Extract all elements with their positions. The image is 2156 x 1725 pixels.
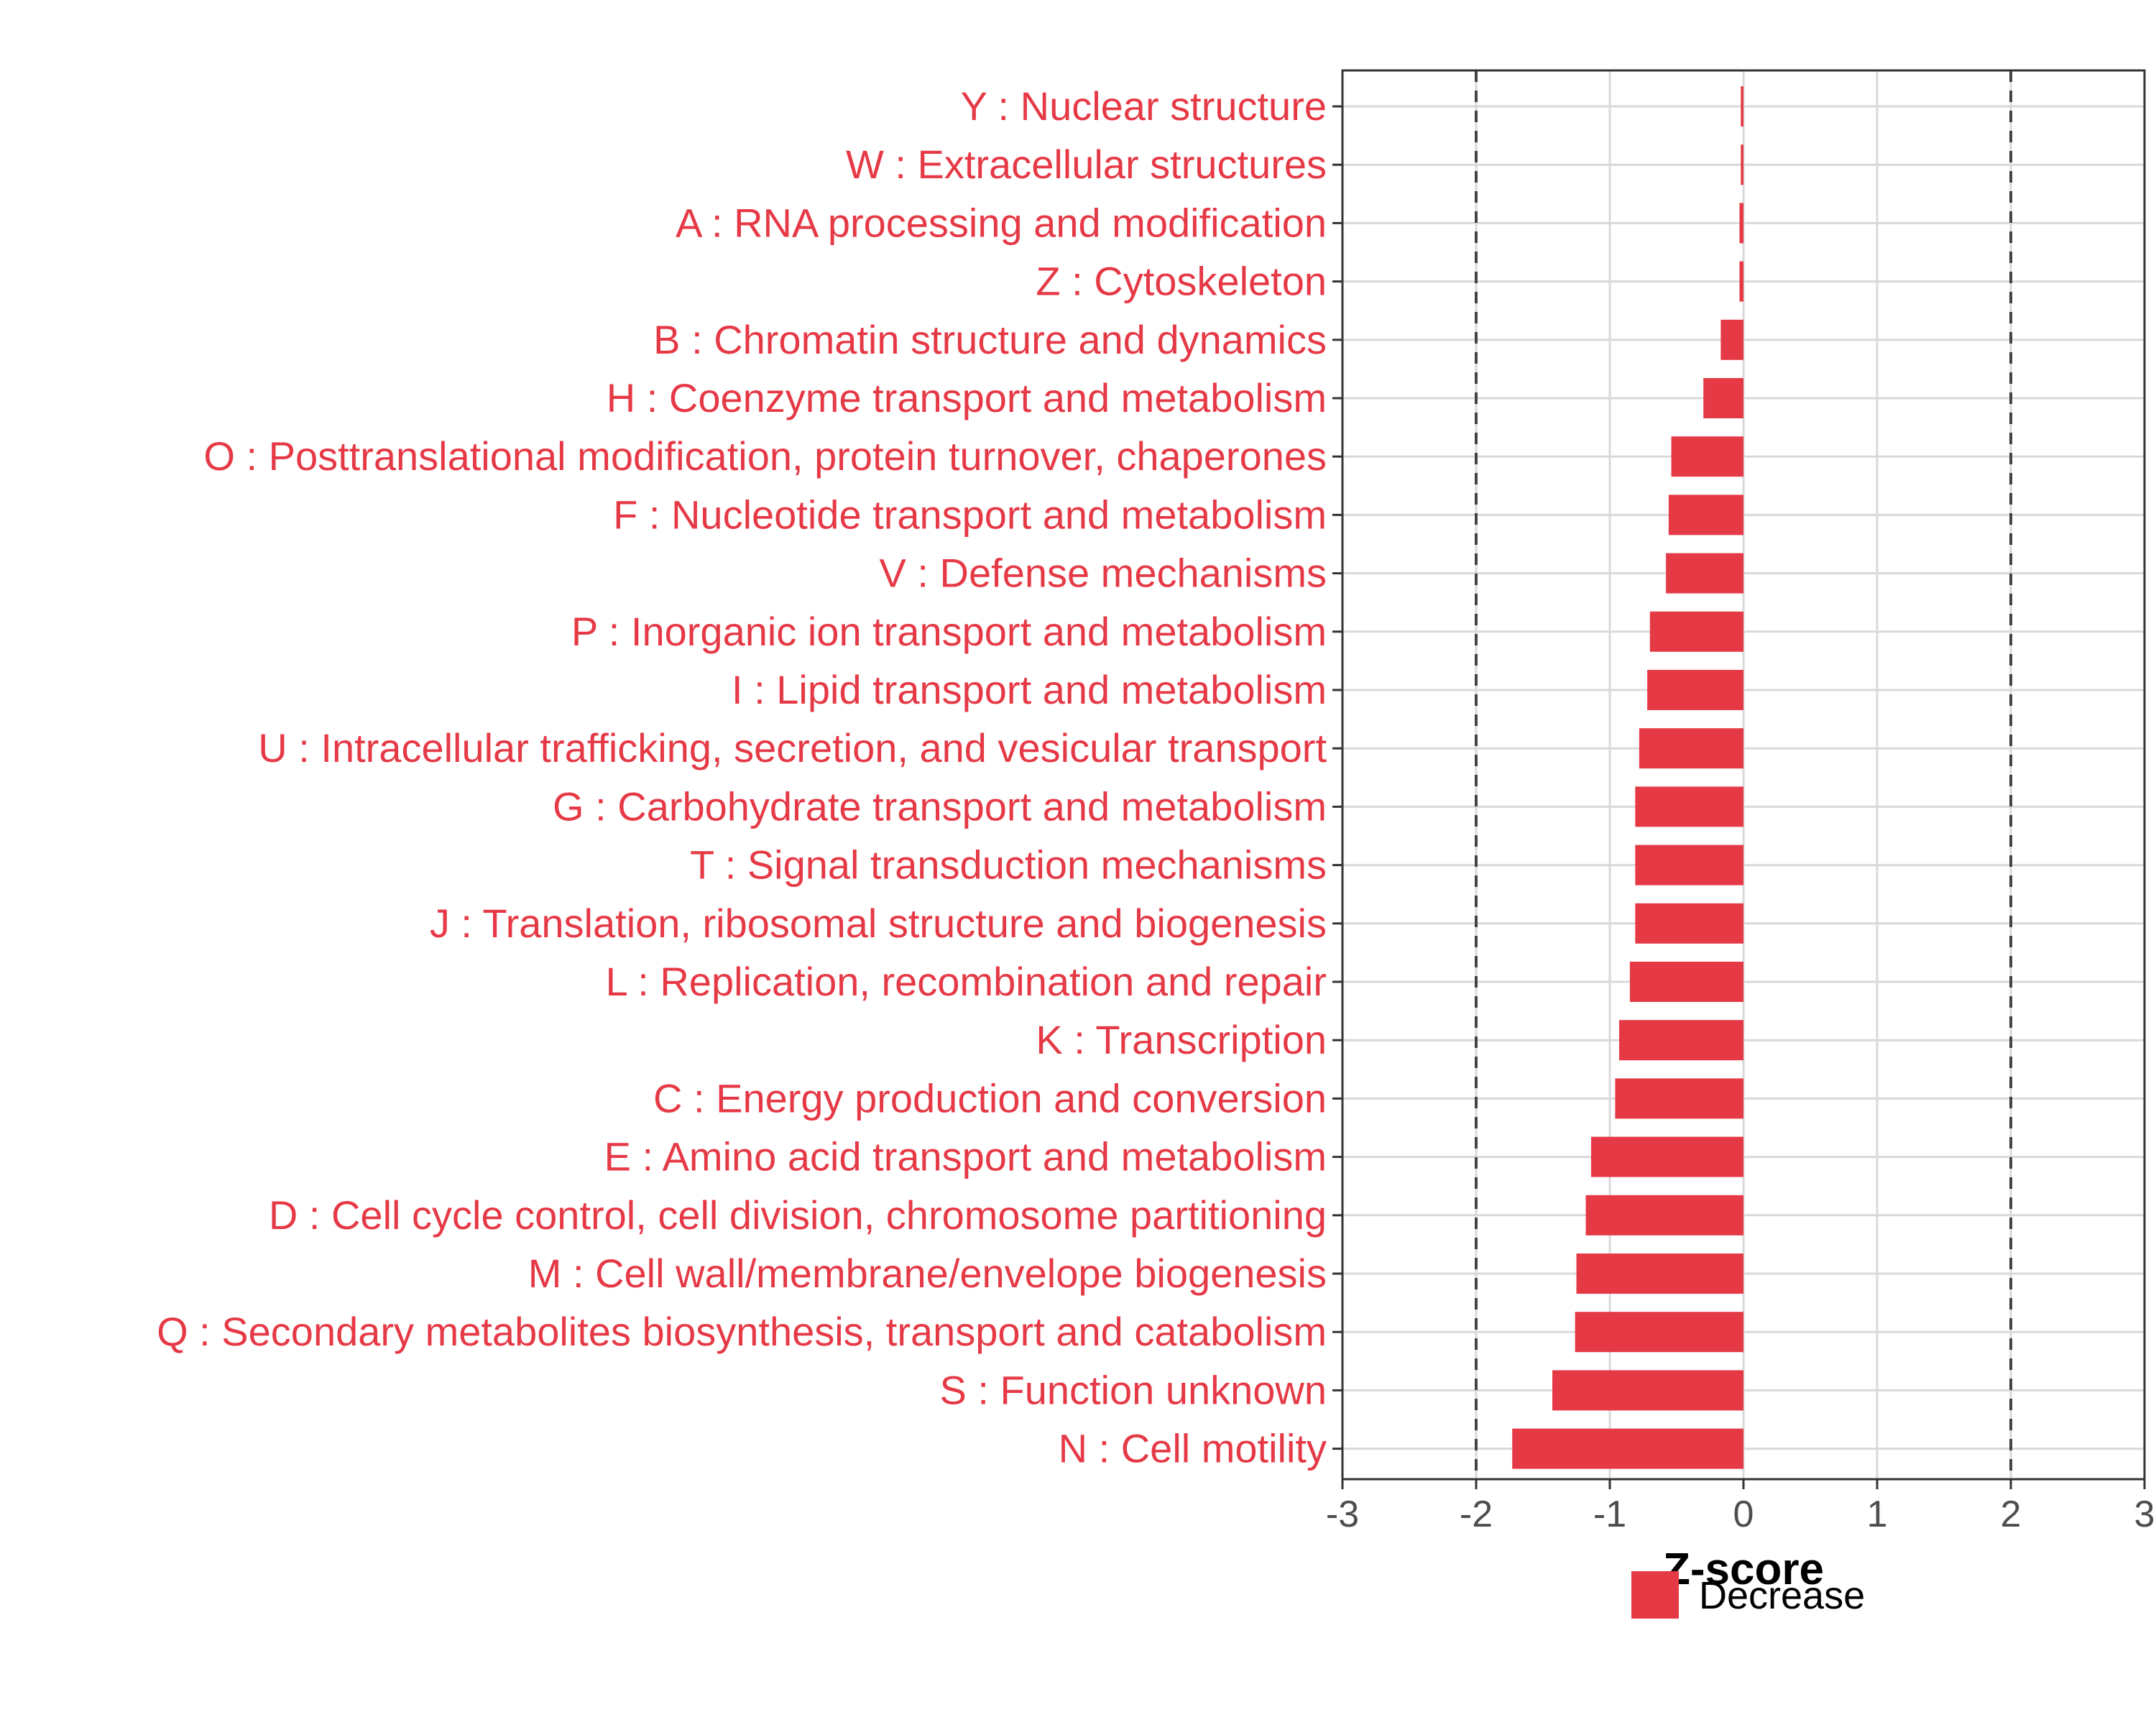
category-label-15: L : Replication, recombination and repai…: [606, 959, 1327, 1004]
bar-15: [1629, 962, 1743, 1002]
category-label-10: I : Lipid transport and metabolism: [732, 667, 1327, 712]
bar-3: [1739, 261, 1743, 302]
x-tick-label-1: -2: [1460, 1494, 1493, 1535]
category-label-0: Y : Nuclear structure: [961, 83, 1327, 129]
category-label-11: U : Intracellular trafficking, secretion…: [258, 725, 1327, 770]
bar-9: [1649, 611, 1743, 652]
category-label-14: J : Translation, ribosomal structure and…: [430, 901, 1327, 946]
bar-1: [1741, 144, 1743, 185]
category-label-8: V : Defense mechanisms: [880, 551, 1327, 596]
bar-0: [1741, 86, 1743, 126]
bar-14: [1635, 903, 1743, 944]
category-label-22: S : Function unknown: [939, 1367, 1327, 1412]
x-tick-label-3: 0: [1733, 1494, 1754, 1535]
x-tick-label-2: -1: [1593, 1494, 1626, 1535]
bar-18: [1590, 1136, 1743, 1177]
category-label-19: D : Cell cycle control, cell division, c…: [269, 1192, 1327, 1238]
x-axis-ticks: -3 -2 -1 0 1 2 3: [1326, 1479, 2155, 1535]
bar-8: [1666, 553, 1743, 594]
bar-6: [1671, 436, 1743, 477]
category-labels: Y : Nuclear structure W : Extracellular s…: [157, 83, 1342, 1471]
bar-21: [1575, 1312, 1743, 1353]
category-label-5: H : Coenzyme transport and metabolism: [607, 375, 1327, 420]
category-label-2: A : RNA processing and modification: [676, 200, 1327, 245]
bar-17: [1615, 1078, 1743, 1119]
bar-19: [1585, 1195, 1743, 1236]
legend-label-decrease: Decrease: [1699, 1574, 1865, 1617]
bar-23: [1512, 1428, 1743, 1469]
x-tick-label-6: 3: [2134, 1494, 2155, 1535]
x-tick-label-4: 1: [1867, 1494, 1888, 1535]
category-label-13: T : Signal transduction mechanisms: [690, 842, 1327, 888]
bar-5: [1703, 378, 1743, 418]
bar-4: [1720, 319, 1743, 360]
bar-2: [1739, 203, 1743, 244]
category-label-3: Z : Cytoskeleton: [1036, 259, 1327, 304]
x-axis-title: Z-score: [1663, 1545, 1824, 1594]
category-label-20: M : Cell wall/membrane/envelope biogenes…: [528, 1251, 1327, 1296]
legend-key-decrease: [1631, 1571, 1679, 1619]
bar-12: [1635, 786, 1743, 827]
reference-lines: [1475, 70, 2012, 1479]
bar-7: [1668, 494, 1743, 535]
bar-20: [1576, 1254, 1743, 1294]
bar-16: [1619, 1020, 1743, 1061]
bar-10: [1647, 670, 1743, 710]
bar-13: [1635, 845, 1743, 886]
x-tick-label-5: 2: [2001, 1494, 2022, 1535]
category-label-23: N : Cell motility: [1059, 1426, 1327, 1471]
category-label-1: W : Extracellular structures: [846, 142, 1327, 187]
bar-22: [1552, 1370, 1743, 1411]
bars-layer: [1512, 86, 1743, 1469]
category-label-6: O : Posttranslational modification, prot…: [203, 433, 1327, 479]
category-label-16: K : Transcription: [1036, 1017, 1327, 1062]
category-label-21: Q : Secondary metabolites biosynthesis, …: [157, 1309, 1327, 1354]
legend: Decrease: [1631, 1571, 1865, 1619]
category-label-18: E : Amino acid transport and metabolism: [604, 1134, 1327, 1179]
x-tick-label-0: -3: [1326, 1494, 1359, 1535]
category-label-4: B : Chromatin structure and dynamics: [653, 317, 1327, 362]
category-label-12: G : Carbohydrate transport and metabolis…: [553, 783, 1327, 829]
category-label-7: F : Nucleotide transport and metabolism: [613, 492, 1327, 537]
bar-11: [1639, 728, 1743, 769]
category-label-9: P : Inorganic ion transport and metaboli…: [571, 609, 1327, 654]
category-label-17: C : Energy production and conversion: [653, 1075, 1327, 1121]
